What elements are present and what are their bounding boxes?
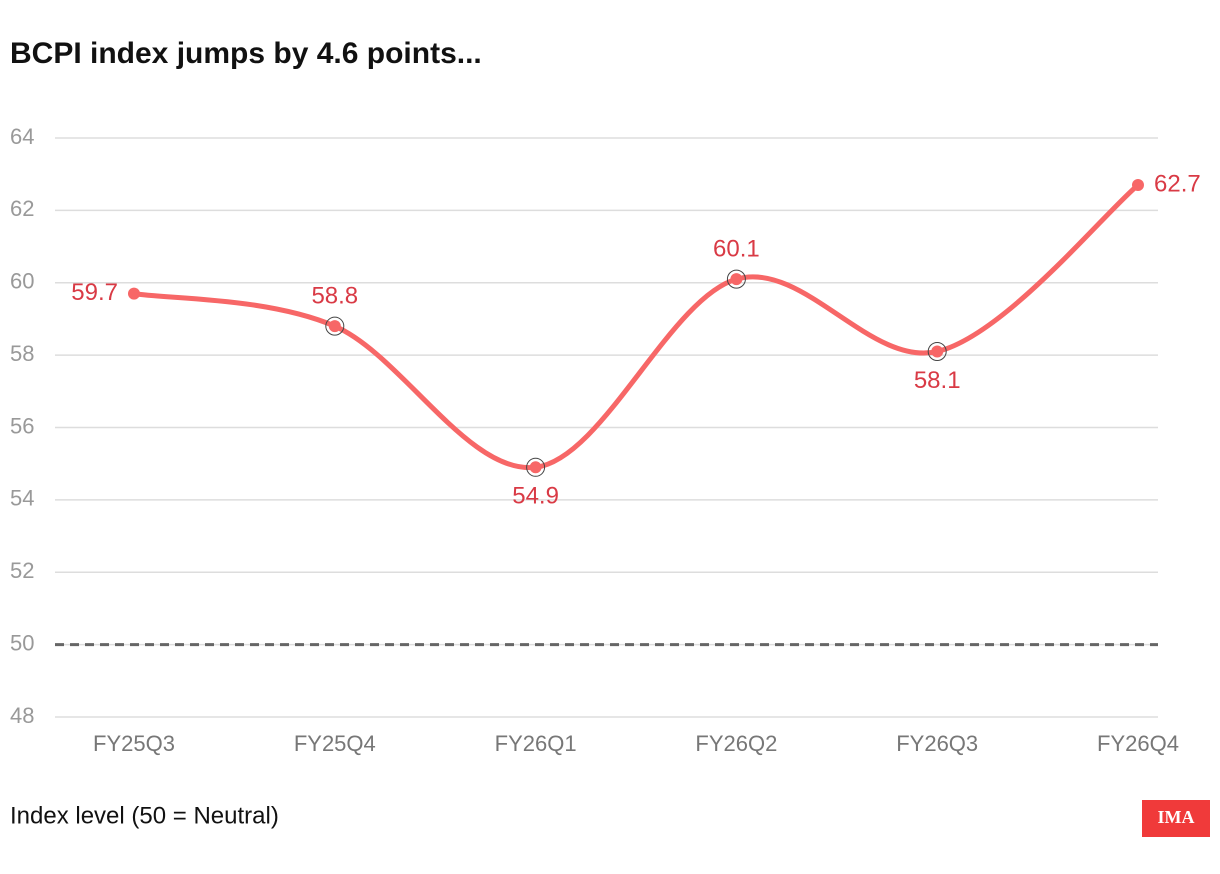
chart-title: BCPI index jumps by 4.6 points... <box>10 37 482 70</box>
y-tick-label: 52 <box>10 558 34 583</box>
y-tick-label: 54 <box>10 486 34 511</box>
x-tick-label: FY26Q4 <box>1097 731 1179 756</box>
data-label: 54.9 <box>512 483 559 510</box>
y-tick-label: 60 <box>10 269 34 294</box>
y-tick-label: 62 <box>10 196 34 221</box>
y-tick-label: 64 <box>10 124 34 149</box>
marker-ring <box>325 316 345 336</box>
marker <box>128 287 140 300</box>
data-label: 62.7 <box>1154 170 1201 197</box>
y-tick-label: 48 <box>10 703 34 728</box>
x-tick-label: FY26Q2 <box>695 731 777 756</box>
x-tick-label: FY25Q4 <box>294 731 376 756</box>
marker <box>1132 179 1144 192</box>
x-tick-label: FY26Q3 <box>896 731 978 756</box>
marker <box>931 345 944 358</box>
marker-ring <box>927 342 947 362</box>
marker <box>730 273 743 286</box>
note: Index level (50 = Neutral) <box>10 802 279 829</box>
marker-ring <box>726 269 746 289</box>
y-tick-label: 58 <box>10 341 34 366</box>
data-label: 60.1 <box>713 235 760 262</box>
data-label: 58.8 <box>311 283 358 310</box>
marker <box>529 461 542 474</box>
data-label: 58.1 <box>914 367 961 394</box>
line <box>131 182 1141 470</box>
y-tick-label: 56 <box>10 413 34 438</box>
marker <box>328 320 341 333</box>
marker-ring <box>526 457 546 477</box>
y-tick-label: 50 <box>10 630 34 655</box>
logo: IMA <box>1158 807 1195 827</box>
x-tick-label: FY26Q1 <box>495 731 577 756</box>
data-label: 59.7 <box>71 279 118 306</box>
logo-box <box>1142 800 1210 837</box>
x-tick-label: FY25Q3 <box>93 731 175 756</box>
